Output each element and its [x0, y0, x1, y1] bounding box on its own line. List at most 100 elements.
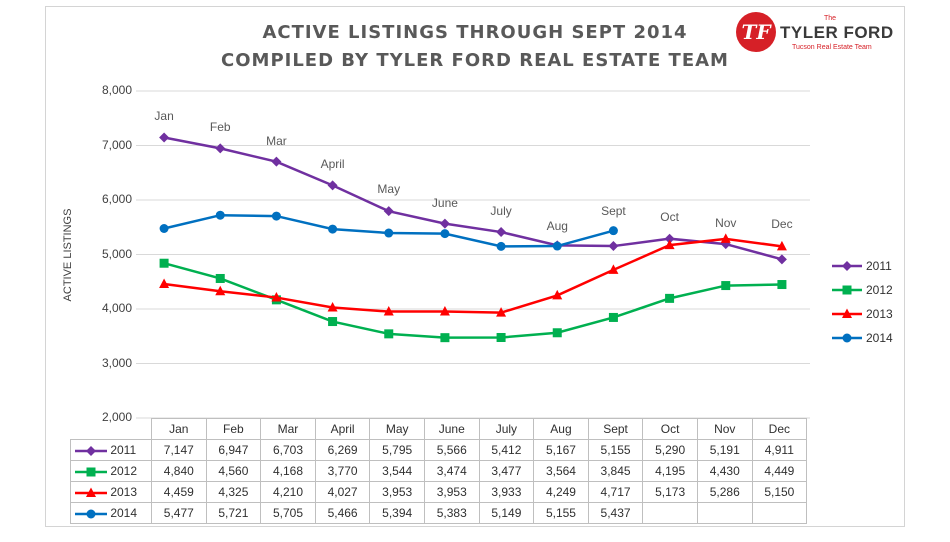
- series-line-2011: [163, 136, 783, 261]
- data-point-2014: [384, 228, 394, 238]
- table-header-row: Jan Feb Mar April May June July Aug Sept Oct Nov De…: [70, 418, 808, 440]
- data-point-2014: [215, 210, 225, 220]
- table-cell: 3,953: [423, 481, 480, 503]
- data-point-2013: [664, 239, 675, 250]
- table-cell: 5,705: [260, 502, 316, 524]
- table-cell: 4,911: [751, 439, 808, 461]
- data-point-2012: [496, 333, 506, 343]
- table-header-cell: May: [369, 418, 425, 440]
- logo-the-text: The: [824, 15, 837, 22]
- category-annotation: Aug: [547, 219, 568, 233]
- table-series-name: 2014: [107, 506, 138, 520]
- y-tick-label: 7,000: [101, 137, 132, 152]
- category-annotation: May: [377, 182, 400, 196]
- table-row-label: 2014: [70, 502, 152, 524]
- table-series-name: 2011: [107, 443, 137, 457]
- legend-label: 2012: [866, 283, 893, 297]
- table-cell: 5,191: [696, 439, 753, 461]
- data-point-2012: [215, 273, 225, 283]
- table-cell: 4,325: [205, 481, 262, 503]
- table-cell: 3,544: [369, 460, 425, 482]
- table-cell: 4,027: [314, 481, 371, 503]
- table-series-name: 2013: [107, 485, 138, 499]
- data-point-2013: [439, 306, 450, 316]
- data-point-2013: [552, 289, 563, 300]
- table-cell: 5,173: [642, 481, 698, 503]
- data-point-2014: [496, 241, 506, 251]
- table-cell: 5,286: [696, 481, 753, 503]
- data-point-2012: [665, 293, 675, 303]
- data-point-2012: [328, 317, 338, 327]
- tf-logo-mark: TF: [736, 12, 776, 52]
- table-cell: 4,210: [260, 481, 316, 503]
- legend-key-2011: [75, 445, 107, 456]
- table-row-label: 2011: [70, 439, 152, 461]
- data-point-2012: [552, 328, 562, 338]
- legend-label: 2011: [866, 259, 892, 273]
- table-cell: [642, 502, 698, 524]
- data-point-2014: [271, 211, 281, 221]
- data-table: Jan Feb Mar April May June July Aug Sept Oct Nov De…: [70, 418, 808, 524]
- table-cell: 5,155: [533, 502, 589, 524]
- data-point-2011: [215, 143, 226, 154]
- legend-key-marker: [86, 445, 96, 456]
- table-cell: 3,953: [369, 481, 425, 503]
- y-tick-label: 3,000: [101, 355, 132, 370]
- table-cell: 6,269: [314, 439, 371, 461]
- data-point-2011: [327, 180, 338, 191]
- category-annotation: Jan: [154, 109, 173, 123]
- data-point-2011: [664, 233, 675, 244]
- data-point-2013: [271, 292, 282, 302]
- table-cell: 5,394: [369, 502, 425, 524]
- table-header-cell: Sept: [587, 418, 644, 440]
- table-cell: 4,430: [696, 460, 753, 482]
- table-cell: 6,703: [260, 439, 316, 461]
- table-row-label: 2012: [70, 460, 152, 482]
- table-cell: 5,149: [478, 502, 535, 524]
- table-header-cell: Feb: [205, 418, 262, 440]
- chart-title: ACTIVE LISTINGS THROUGH SEPT 2014: [262, 22, 688, 43]
- table-cell: 5,150: [751, 481, 808, 503]
- data-point-2012: [721, 281, 731, 291]
- table-cell: 5,795: [369, 439, 425, 461]
- data-point-2012: [777, 280, 787, 290]
- table-cell: 5,721: [205, 502, 262, 524]
- category-annotation: July: [490, 204, 511, 218]
- y-tick-label: 8,000: [101, 83, 132, 97]
- data-point-2011: [159, 132, 170, 143]
- table-cell: 3,477: [478, 460, 535, 482]
- table-header-cell: April: [314, 418, 371, 440]
- legend-key-marker: [86, 487, 96, 497]
- table-header-cell: June: [423, 418, 480, 440]
- table-cell: 3,933: [478, 481, 535, 503]
- legend-key-2011: [832, 261, 862, 271]
- table-cell: 4,840: [151, 460, 207, 482]
- table-cell: 4,168: [260, 460, 316, 482]
- data-point-2013: [608, 264, 619, 274]
- table-cell: 3,770: [314, 460, 371, 482]
- legend-key-marker: [86, 509, 96, 519]
- legend-key-marker: [842, 308, 852, 318]
- table-header-cell: Mar: [260, 418, 316, 440]
- table-row: 2014 5,477 5,721 5,705 5,466 5,394 5,383 5,149 5…: [70, 502, 808, 524]
- table-cell: 5,383: [423, 502, 480, 524]
- data-point-2014: [440, 229, 450, 239]
- y-tick-label: 4,000: [101, 301, 132, 315]
- data-point-2014: [328, 224, 338, 234]
- table-cell: 4,195: [642, 460, 698, 482]
- category-annotation: Dec: [771, 217, 792, 231]
- table-row: 2012 4,840 4,560 4,168 3,770 3,544 3,474 3,477 3…: [70, 460, 808, 482]
- table-cell: 4,449: [751, 460, 808, 482]
- logo-tagline: Tucson Real Estate Team: [792, 44, 872, 51]
- table-cell: 5,477: [151, 502, 207, 524]
- data-point-2011: [776, 254, 787, 265]
- legend-key-marker: [842, 261, 852, 271]
- category-annotation: Sept: [601, 204, 626, 218]
- data-point-2013: [159, 278, 170, 288]
- series-line-2012: [163, 262, 782, 339]
- table-header-cell: Aug: [533, 418, 589, 440]
- table-row: 2013 4,459 4,325 4,210 4,027 3,953 3,953 3,933 4…: [70, 481, 808, 503]
- y-tick-label: 5,000: [101, 246, 132, 261]
- table-header-cell: July: [478, 418, 535, 440]
